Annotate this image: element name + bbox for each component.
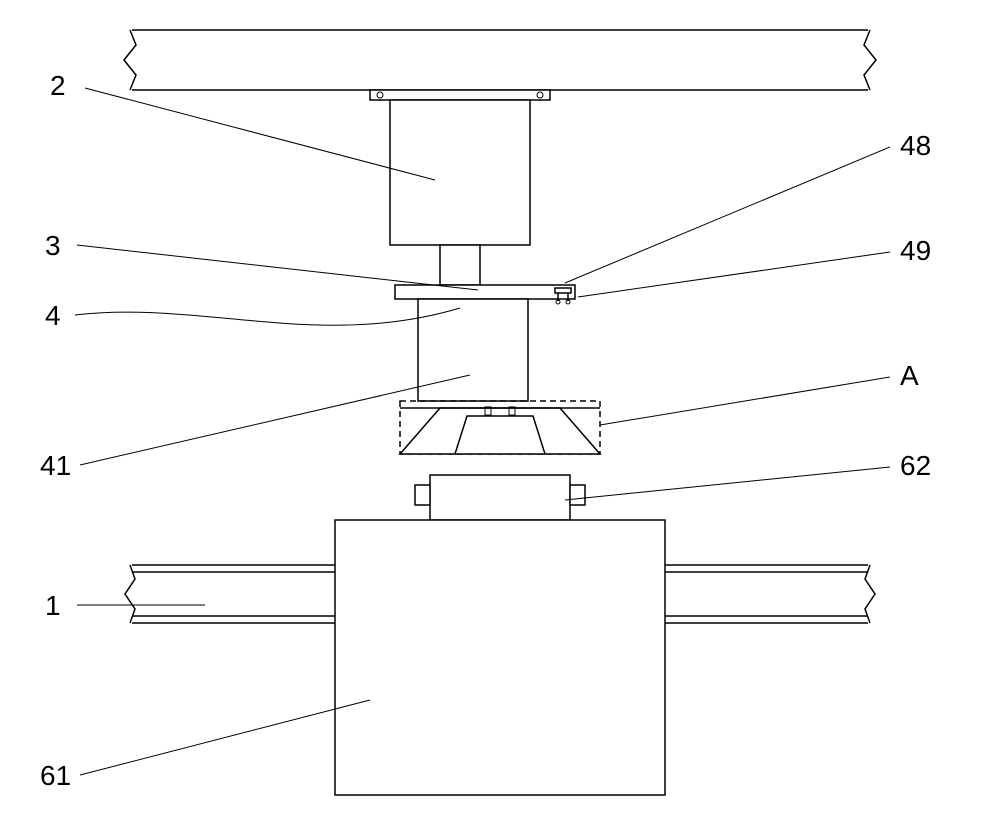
callout-label-2: 2 (50, 70, 66, 102)
callout-label-41: 41 (40, 450, 71, 482)
callout-label-A: A (900, 360, 919, 392)
callout-label-48: 48 (900, 130, 931, 162)
callout-label-62: 62 (900, 450, 931, 482)
technical-drawing (0, 0, 1000, 821)
callout-label-1: 1 (45, 590, 61, 622)
callout-label-49: 49 (900, 235, 931, 267)
callout-label-3: 3 (45, 230, 61, 262)
callout-label-4: 4 (45, 300, 61, 332)
callout-label-61: 61 (40, 760, 71, 792)
